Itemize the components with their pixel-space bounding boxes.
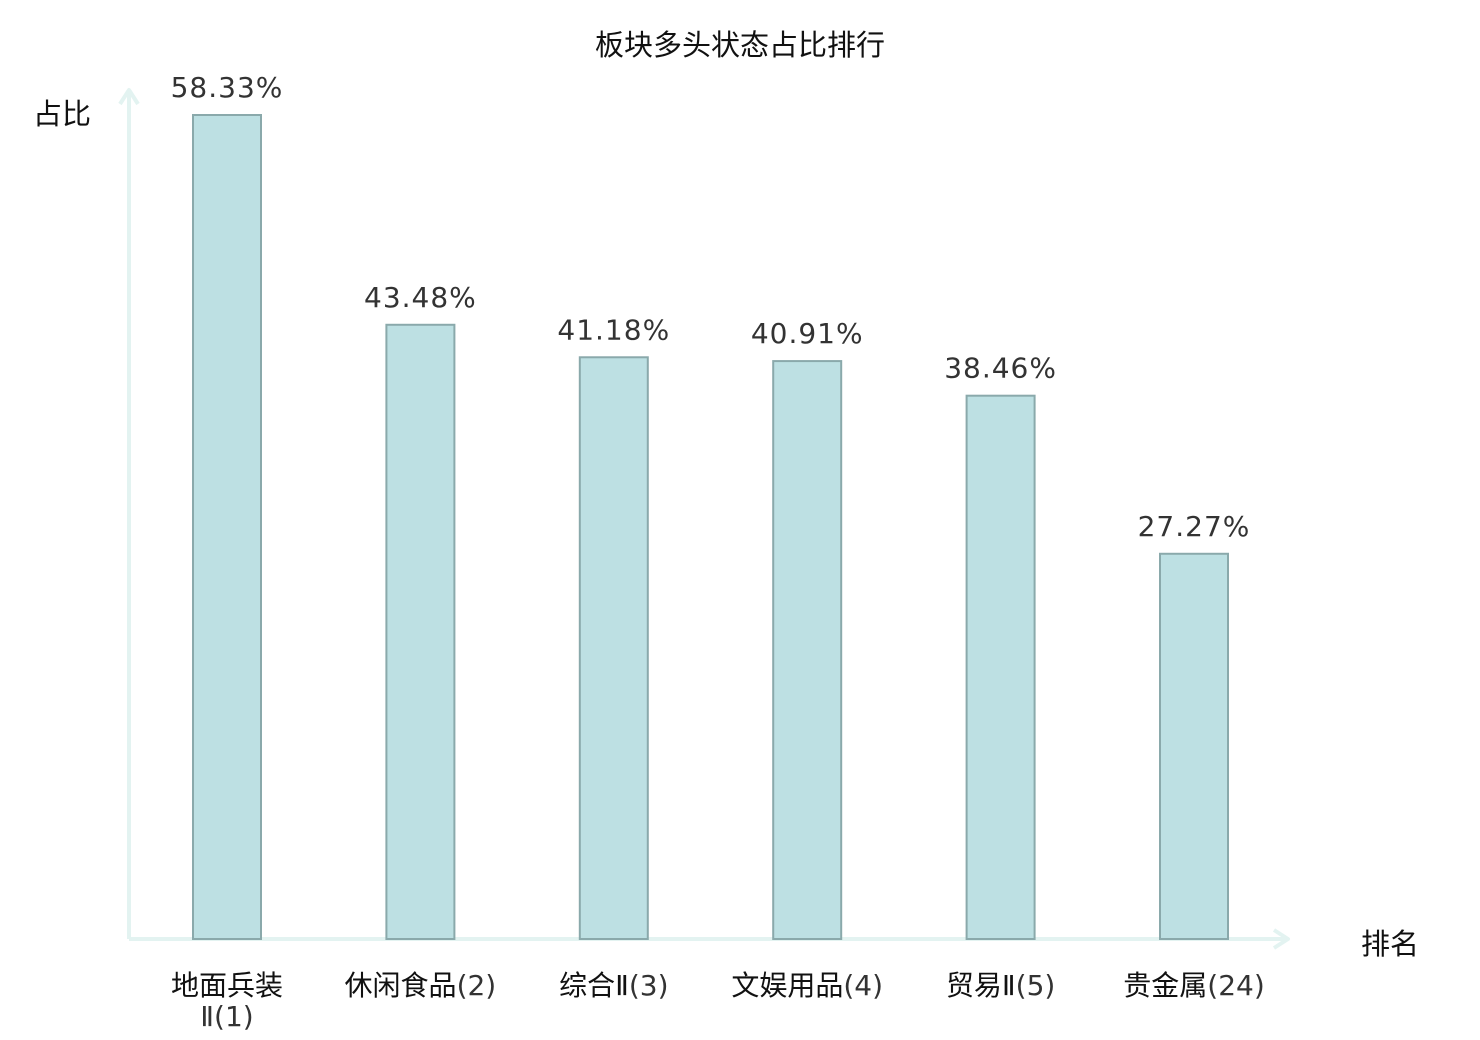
value-labels-group: 58.33% 43.48% 41.18% 40.91% 38.46% 27.27%: [171, 71, 1251, 543]
chart-title: 板块多头状态占比排行: [594, 28, 885, 62]
x-tick-label: 综合Ⅱ(3): [559, 969, 668, 1002]
axes: [118, 88, 1290, 950]
x-tick-label: 地面兵装: [171, 969, 283, 1002]
y-axis-arrow: [118, 88, 140, 106]
x-axis-label: 排名: [1361, 927, 1420, 961]
x-tick-label: 贵金属(24): [1123, 969, 1265, 1002]
bars-group: [192, 114, 1229, 941]
bar: [578, 356, 649, 940]
data-label: 41.18%: [557, 313, 670, 346]
bar: [385, 323, 456, 940]
x-tick-label: 贸易Ⅱ(5): [946, 969, 1055, 1002]
x-tick-label-rank: Ⅱ(1): [200, 1000, 253, 1033]
data-label: 43.48%: [364, 281, 477, 314]
data-label: 58.33%: [171, 71, 284, 104]
x-tick-label: 文娱用品(4): [731, 969, 883, 1002]
x-axis-arrow: [1272, 928, 1290, 950]
bar: [1159, 552, 1229, 941]
data-label: 27.27%: [1138, 510, 1251, 543]
x-tick-label: 休闲食品(2): [345, 969, 497, 1002]
y-axis-label: 占比: [33, 97, 92, 131]
data-label: 38.46%: [944, 352, 1057, 385]
bar: [192, 114, 262, 940]
bar: [965, 394, 1036, 940]
bar: [772, 360, 843, 941]
data-label: 40.91%: [751, 317, 864, 350]
